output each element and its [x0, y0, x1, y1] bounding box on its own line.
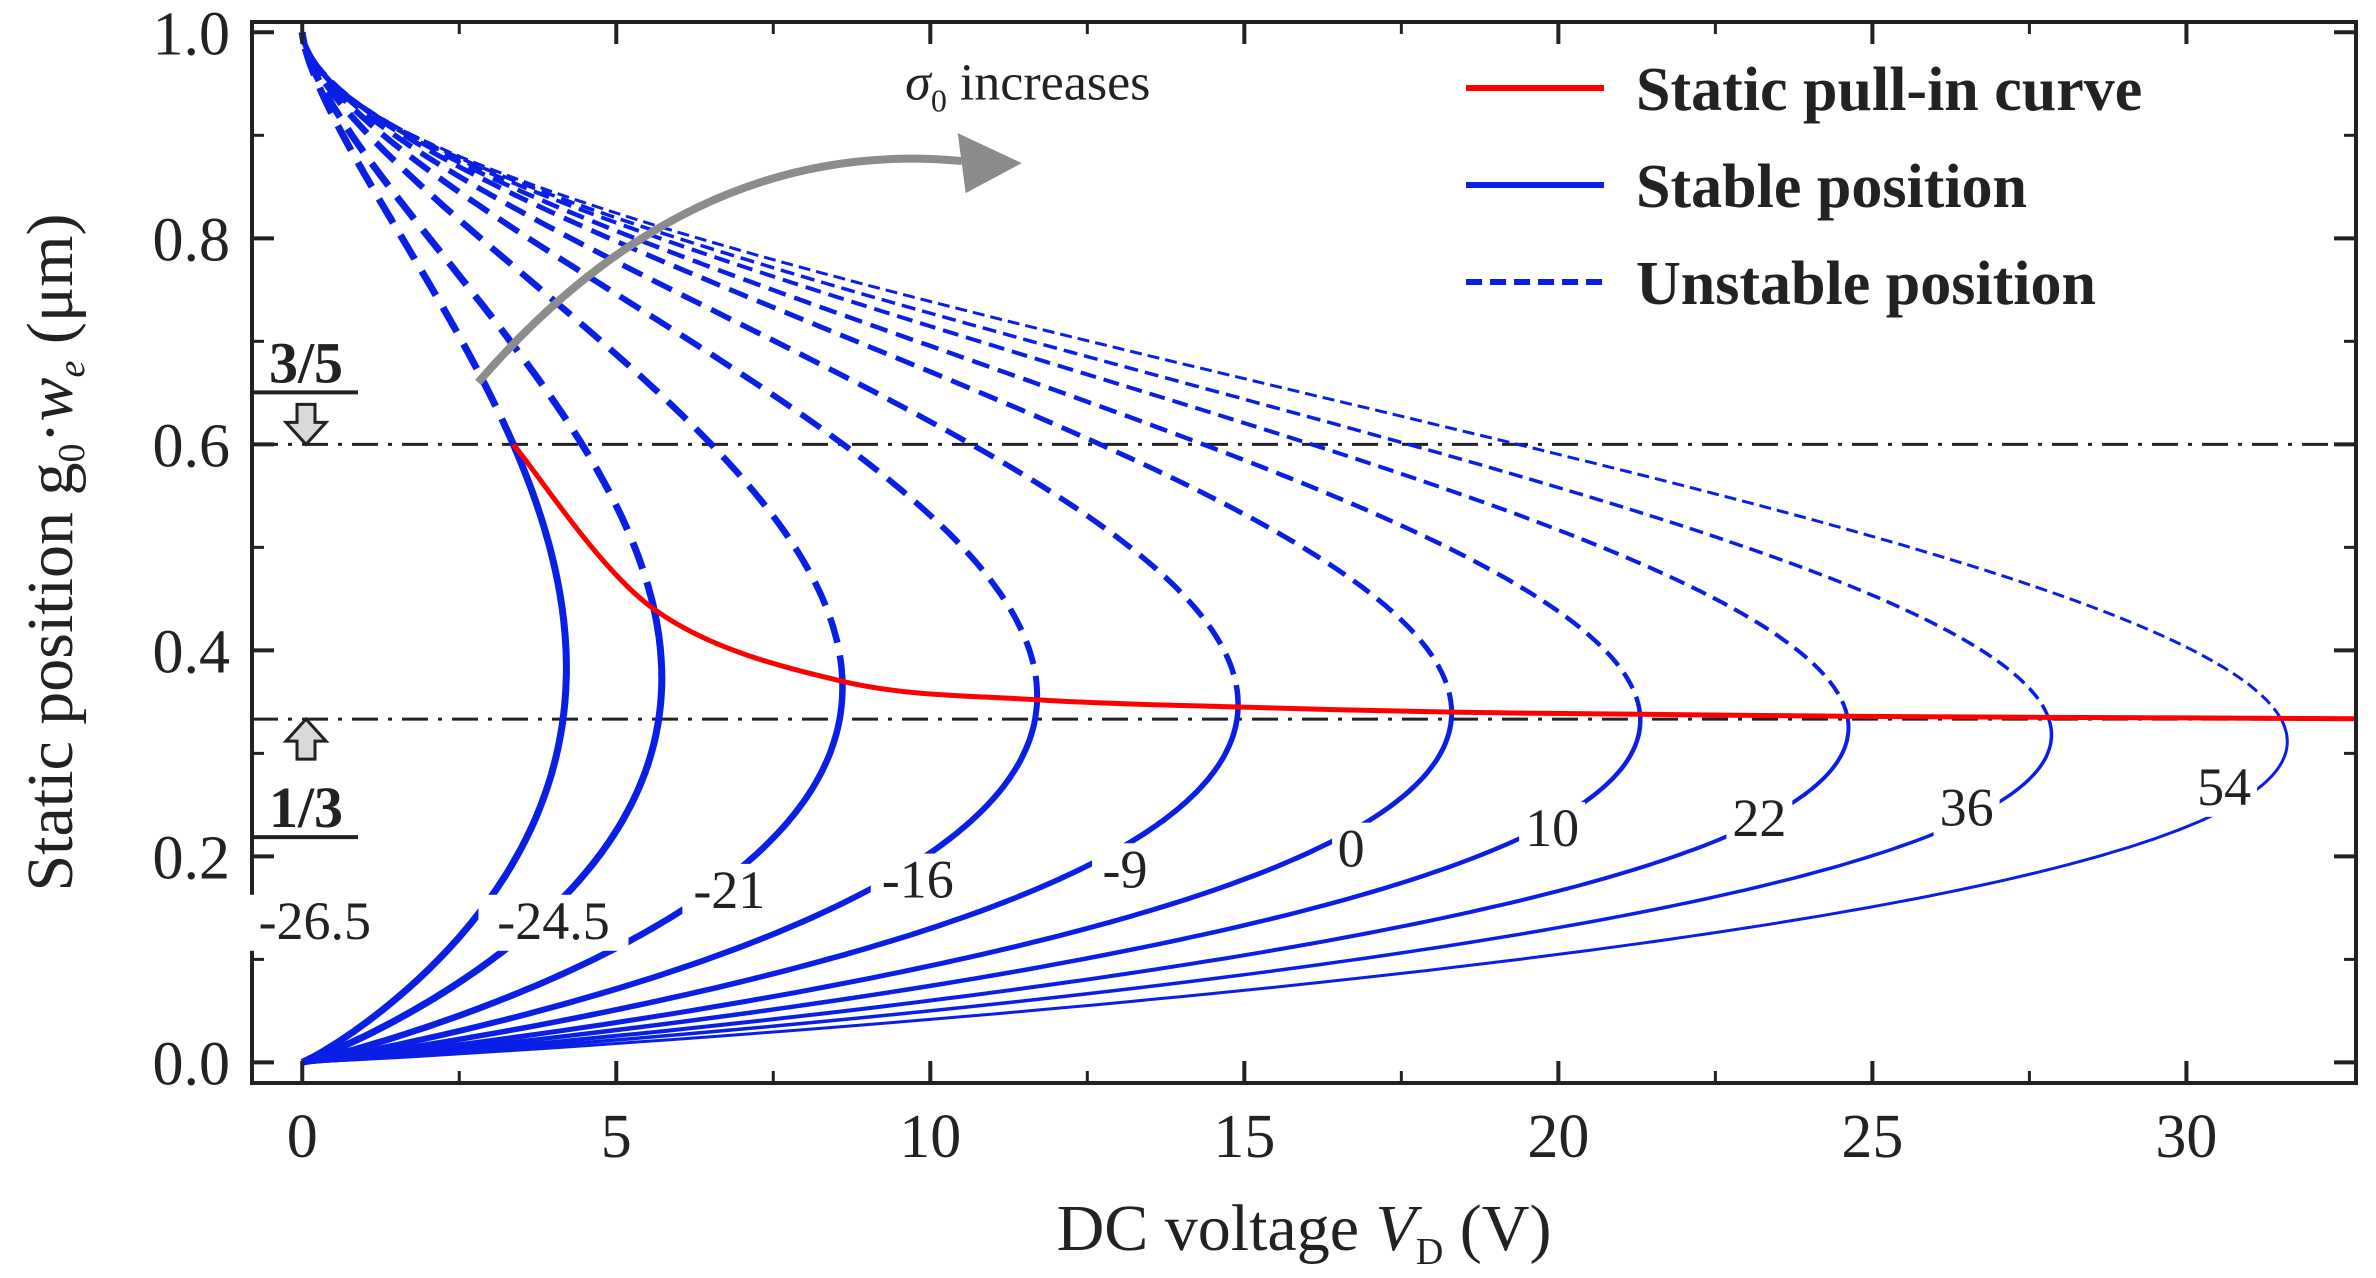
x-axis-title: DC voltage VD (V)	[1057, 1192, 1552, 1273]
x-tick-label: 5	[601, 1103, 632, 1171]
unstable-curve-sigma--9	[299, 31, 1241, 708]
stable-curve-sigma--24.5	[301, 608, 666, 1066]
axes-frame	[250, 20, 2358, 1085]
x-tick-label: 30	[2155, 1103, 2217, 1171]
y-tick-label: 0.4	[153, 618, 231, 686]
stable-curve-sigma-10	[302, 714, 1643, 1065]
stable-curve-sigma-0	[301, 712, 1455, 1065]
sigma-increase-arrow	[475, 154, 963, 386]
curve-label-sigma: -16	[882, 850, 954, 910]
curve-label-sigma: -9	[1103, 839, 1148, 899]
stable-curve-sigma-36	[302, 716, 2054, 1065]
sigma-increase-arrowhead	[957, 133, 1022, 194]
curve-label-sigma: 54	[2197, 757, 2251, 817]
unstable-curve-sigma--16	[299, 31, 1041, 700]
fraction-label: 3/5	[269, 330, 343, 395]
legend-label-0: Static pull-in curve	[1636, 56, 2142, 124]
curve-label-sigma: 22	[1732, 788, 1786, 848]
y-tick-label: 1.0	[153, 0, 231, 68]
unstable-curve-sigma-10	[299, 32, 1643, 715]
legend: Static pull-in curve Stable position Unsta…	[1466, 56, 2142, 318]
unstable-curve-sigma--26.5	[298, 31, 517, 446]
static-pull-in-curve	[511, 442, 2357, 722]
curve-label-sigma: -24.5	[497, 891, 609, 951]
curve-label-sigma: 10	[1525, 798, 1579, 858]
y-tick-label: 0.0	[153, 1030, 231, 1098]
curve-label-bg	[478, 894, 629, 951]
x-tick-label: 0	[287, 1103, 318, 1171]
x-tick-label: 25	[1841, 1103, 1903, 1171]
curve-label-sigma: 0	[1338, 819, 1365, 879]
sigma-increases-annotation: σ0 increases	[905, 54, 1150, 118]
curve-label-sigma: 36	[1940, 777, 1994, 837]
unstable-curve-sigma-54	[300, 32, 2282, 720]
curve-label-bg	[1519, 802, 1586, 859]
legend-label-1: Stable position	[1636, 153, 2027, 221]
curve-label-bg	[870, 853, 965, 910]
labels-layer: σ0 increases 0 5 10 15 20 25 30 0.0 0.2 0.4 0.6 0.8 1…	[14, 0, 2258, 1273]
unstable-curve-sigma-0	[299, 31, 1455, 713]
fraction-label: 1/3	[269, 775, 343, 840]
curve-label-bg	[239, 894, 390, 951]
y-tick-label: 0.6	[153, 412, 231, 480]
stable-curve-sigma--26.5	[300, 442, 570, 1066]
unstable-curve-sigma--21	[298, 31, 846, 682]
curves-layer	[298, 31, 2357, 1066]
y-tick-label: 0.8	[153, 206, 231, 274]
stable-curve-sigma-54	[302, 717, 2289, 1064]
arrow-up-icon	[282, 716, 330, 761]
curve-label-bg	[682, 863, 777, 920]
stable-curve-sigma-22	[302, 715, 1851, 1065]
legend-label-2: Unstable position	[1636, 250, 2096, 318]
x-tick-label: 20	[1527, 1103, 1589, 1171]
curve-label-sigma: -26.5	[259, 891, 371, 951]
arrow-down-icon	[282, 402, 330, 447]
curve-label-bg	[1933, 781, 2000, 838]
x-tick-label: 15	[1213, 1103, 1275, 1171]
curve-label-bg	[2191, 760, 2258, 817]
stable-curve-sigma--9	[301, 706, 1241, 1066]
y-axis-title: Static position g0·we (μm)	[14, 213, 93, 891]
y-tick-label: 0.2	[153, 824, 231, 892]
curve-label-sigma: -21	[693, 860, 765, 920]
curve-label-bg	[1726, 791, 1793, 848]
curve-label-bg	[1092, 843, 1159, 900]
curve-label-bg	[1332, 822, 1371, 879]
unstable-curve-sigma--24.5	[298, 31, 658, 610]
plot-frame	[250, 20, 2358, 1085]
x-tick-label: 10	[899, 1103, 961, 1171]
